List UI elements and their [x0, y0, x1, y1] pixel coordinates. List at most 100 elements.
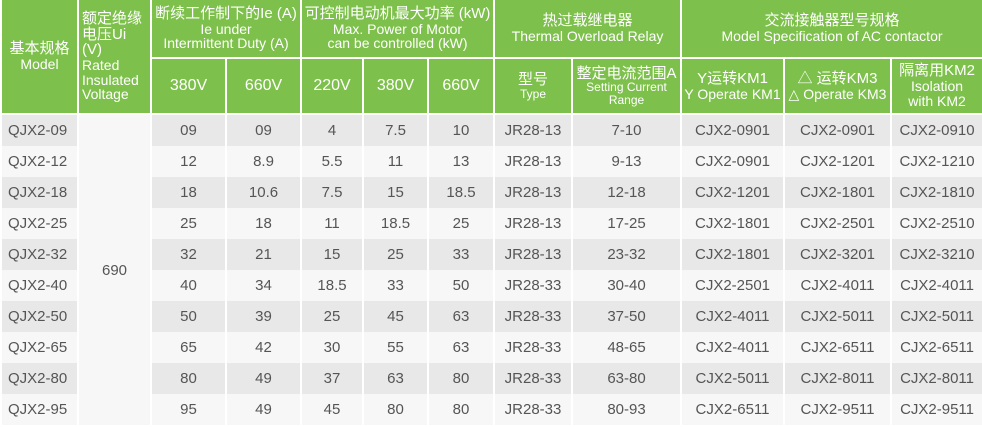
table-cell: 50	[427, 270, 495, 301]
table-cell: 37-50	[570, 301, 683, 332]
table-cell: JR28-13	[493, 114, 573, 146]
table-cell: 18.5	[362, 208, 429, 239]
header-power-220: 220V	[300, 58, 364, 115]
table-cell: 30	[300, 332, 364, 363]
table-cell: 7-10	[570, 114, 683, 146]
table-cell: QJX2-50	[0, 301, 79, 332]
table-cell: 80	[362, 394, 429, 425]
table-cell: CJX2-4011	[890, 270, 982, 301]
table-cell: JR28-33	[493, 332, 573, 363]
table-cell: CJX2-4011	[680, 332, 786, 363]
table-cell: JR28-13	[493, 208, 573, 239]
header-current-380: 380V	[150, 58, 227, 115]
table-cell: 30-40	[570, 270, 683, 301]
table-cell: 63	[362, 363, 429, 394]
header-contactor: 交流接触器型号规格 Model Specification of AC conta…	[680, 0, 982, 59]
table-row: QJX2-12 12 8.9 5.5 11 13 JR28-13 9-13 CJX2-0901 C…	[0, 146, 982, 177]
table-cell: CJX2-8011	[890, 363, 982, 394]
header-power-380: 380V	[362, 58, 429, 115]
table-cell: CJX2-1201	[783, 146, 893, 177]
table-cell: 80	[427, 363, 495, 394]
table-cell: 5.5	[300, 146, 364, 177]
table-cell: 55	[362, 332, 429, 363]
table-cell: 10.6	[225, 177, 302, 208]
table-cell: 12-18	[570, 177, 683, 208]
table-cell: 7.5	[362, 114, 429, 146]
table-cell: 23-32	[570, 239, 683, 270]
table-cell: 37	[300, 363, 364, 394]
table-cell: 25	[427, 208, 495, 239]
table-cell: CJX2-9511	[783, 394, 893, 425]
table-cell: 25	[150, 208, 227, 239]
table-cell: 63	[427, 332, 495, 363]
header-power-660: 660V	[427, 58, 495, 115]
table-cell: 7.5	[300, 177, 364, 208]
table-cell: JR28-33	[493, 363, 573, 394]
table-cell: 63-80	[570, 363, 683, 394]
table-cell: 18	[150, 177, 227, 208]
voltage-cell: 690	[77, 114, 152, 425]
table-row: QJX2-65 65 42 30 55 63 JR28-33 48-65 CJX2-4011 CJ…	[0, 332, 982, 363]
table-cell: CJX2-6511	[890, 332, 982, 363]
table-cell: 34	[225, 270, 302, 301]
table-cell: 33	[427, 239, 495, 270]
header-model: 基本规格 Model	[0, 0, 79, 115]
table-cell: 18.5	[300, 270, 364, 301]
table-cell: 49	[225, 363, 302, 394]
table-row: QJX2-25 25 18 11 18.5 25 JR28-13 17-25 CJX2-1801…	[0, 208, 982, 239]
table-row: QJX2-50 50 39 25 45 63 JR28-33 37-50 CJX2-4011 CJ…	[0, 301, 982, 332]
table-cell: 49	[225, 394, 302, 425]
table-cell: 21	[225, 239, 302, 270]
header-relay: 热过载继电器 Thermal Overload Relay	[492, 0, 683, 59]
table-cell: CJX2-6511	[680, 394, 786, 425]
table-cell: 11	[300, 208, 364, 239]
table-cell: CJX2-4011	[783, 270, 893, 301]
table-cell: 42	[225, 332, 302, 363]
table-cell: 45	[362, 301, 429, 332]
table-cell: 12	[150, 146, 227, 177]
table-cell: 10	[427, 114, 495, 146]
table-cell: CJX2-1210	[890, 146, 982, 177]
table-cell: 50	[150, 301, 227, 332]
table-cell: 25	[300, 301, 364, 332]
table-cell: CJX2-0910	[890, 114, 982, 146]
table-row: QJX2-09 690 09 09 4 7.5 10 JR28-13 7-10 CJX2-0901…	[0, 114, 982, 425]
table-cell: CJX2-2501	[783, 208, 893, 239]
table-cell: CJX2-5011	[783, 301, 893, 332]
table-cell: 09	[150, 114, 227, 146]
table-cell: CJX2-1801	[783, 177, 893, 208]
table-cell: QJX2-09	[0, 114, 79, 146]
header-voltage: 额定绝缘电压Ui (V) Rated Insulated Voltage	[77, 0, 152, 115]
table-cell: 32	[150, 239, 227, 270]
header-km2: 隔离用KM2 Isolation with KM2	[890, 58, 982, 115]
header-relay-range: 整定电流范围A Setting Current Range	[570, 58, 683, 115]
table-cell: 09	[225, 114, 302, 146]
table-cell: JR28-33	[493, 270, 573, 301]
table-cell: 9-13	[570, 146, 683, 177]
table-cell: 15	[300, 239, 364, 270]
table-cell: CJX2-5011	[680, 363, 786, 394]
table-row: QJX2-32 32 21 15 25 33 JR28-13 23-32 CJX2-1801 CJ…	[0, 239, 982, 270]
table-cell: 33	[362, 270, 429, 301]
table-row: QJX2-80 80 49 37 63 80 JR28-33 63-80 CJX2-5011 CJ…	[0, 363, 982, 394]
table-cell: CJX2-0901	[680, 146, 786, 177]
table-cell: CJX2-5011	[890, 301, 982, 332]
header-relay-type: 型号 Type	[493, 58, 573, 115]
table-cell: 65	[150, 332, 227, 363]
table-cell: CJX2-2501	[680, 270, 786, 301]
table-cell: JR28-33	[493, 301, 573, 332]
table-cell: 18	[225, 208, 302, 239]
table-cell: QJX2-32	[0, 239, 79, 270]
table-cell: 80-93	[570, 394, 683, 425]
table-cell: QJX2-95	[0, 394, 79, 425]
table-cell: JR28-13	[493, 239, 573, 270]
table-cell: QJX2-40	[0, 270, 79, 301]
table-cell: 48-65	[570, 332, 683, 363]
table-cell: JR28-13	[493, 177, 573, 208]
table-cell: 95	[150, 394, 227, 425]
table-cell: CJX2-0901	[680, 114, 786, 146]
table-cell: CJX2-0901	[783, 114, 893, 146]
table-cell: CJX2-8011	[783, 363, 893, 394]
table-cell: 17-25	[570, 208, 683, 239]
table-cell: 8.9	[225, 146, 302, 177]
